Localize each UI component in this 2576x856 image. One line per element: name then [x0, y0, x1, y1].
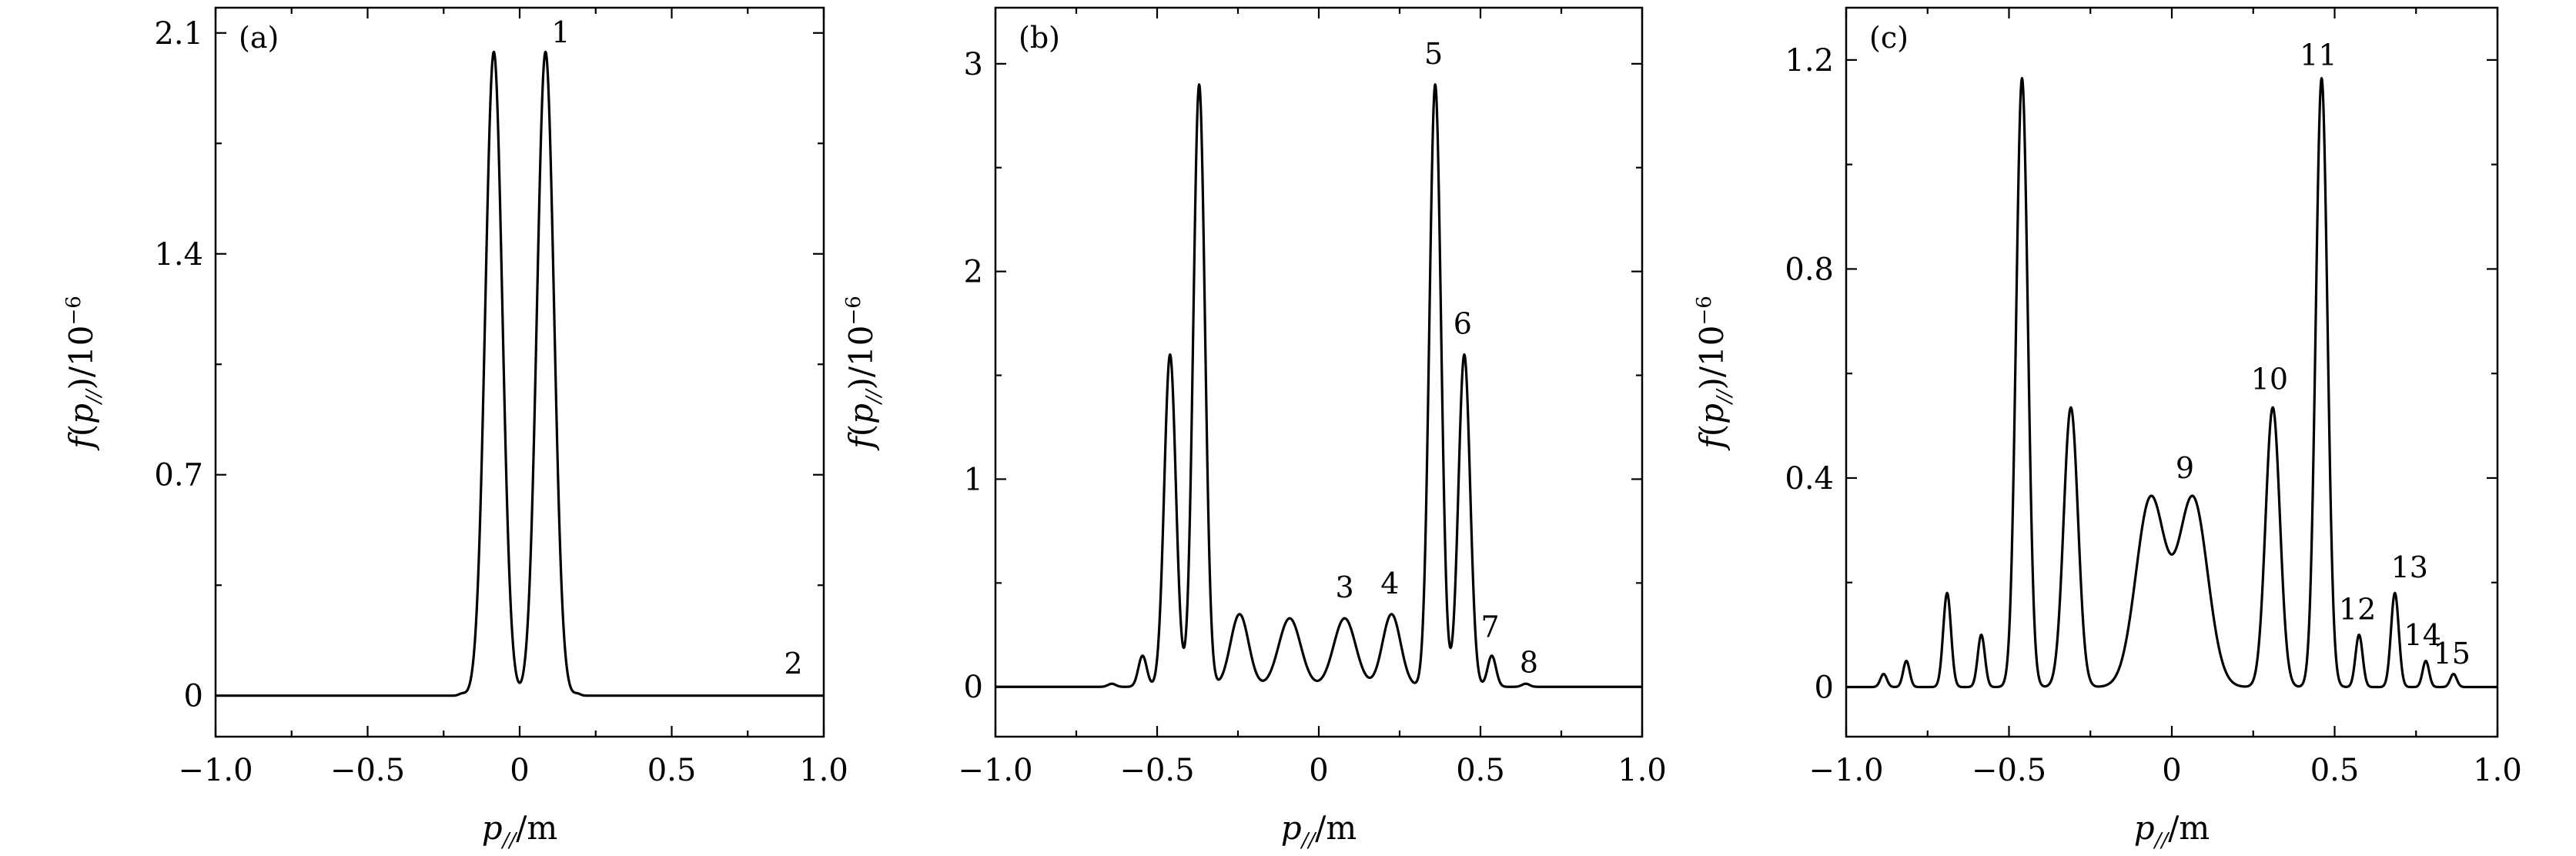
- y-tick-label: 3: [964, 47, 983, 82]
- peak-label: 15: [2434, 637, 2471, 670]
- chart-panel-c: −1.0 −0.5 0 0.5 1.0 0 0.4 0.8 1.2 (c) 9 10 11 12 13 141…: [1693, 6, 2522, 852]
- x-tick-label: 0.5: [1456, 753, 1505, 788]
- peak-label: 13: [2391, 550, 2428, 584]
- peak-label: 9: [2176, 451, 2194, 485]
- y-tick-label: 0: [1815, 670, 1834, 706]
- peak-label: 6: [1454, 307, 1472, 341]
- panel-tag: (b): [1019, 21, 1060, 55]
- panel-tag: (a): [239, 21, 279, 55]
- x-tick-label: 1.0: [1618, 753, 1667, 788]
- chart-panel-a: −1.0 −0.5 0 0.5 1.0 0 0.7 1.4 2.1 (a) 1 2 p///m f(p//…: [62, 6, 848, 852]
- data-curve: [1845, 77, 2499, 689]
- peak-label: 3: [1336, 570, 1354, 604]
- plot-frame: [994, 6, 1644, 738]
- y-tick-label: 2: [964, 255, 983, 290]
- peak-label: 8: [1520, 645, 1538, 679]
- x-tick-label: 0.5: [647, 753, 697, 788]
- peak-label: 7: [1481, 610, 1500, 644]
- y-tick-label: 0.8: [1785, 252, 1834, 287]
- x-tick-label: 0: [510, 753, 529, 788]
- y-tick-label: 0: [964, 670, 983, 705]
- y-tick-label: 1: [964, 462, 983, 497]
- x-axis-label: p///m: [1281, 809, 1357, 852]
- y-axis-label: f(p//)/10−6: [62, 296, 105, 451]
- y-tick-label: 0.7: [154, 458, 203, 493]
- peak-label: 12: [2339, 592, 2376, 626]
- y-tick-label: 1.4: [154, 237, 203, 273]
- y-tick-label: 1.2: [1785, 43, 1834, 79]
- x-tick-label: −1.0: [958, 753, 1032, 788]
- peak-label: 11: [2300, 38, 2337, 72]
- y-axis-label: f(p//)/10−6: [1693, 296, 1736, 451]
- x-tick-label: 0.5: [2310, 753, 2360, 788]
- y-axis-label: f(p//)/10−6: [842, 296, 885, 451]
- data-curve: [994, 83, 1644, 688]
- y-tick-label: 2.1: [154, 16, 203, 52]
- x-tick-label: −0.5: [1119, 753, 1194, 788]
- peak-label: 4: [1380, 567, 1399, 600]
- x-tick-label: 0: [2162, 753, 2181, 788]
- x-tick-label: −0.5: [330, 753, 405, 788]
- plot-frame: [214, 6, 825, 738]
- peak-label: 1: [551, 15, 570, 49]
- peak-label: 14: [2404, 618, 2441, 652]
- x-tick-label: 1.0: [2473, 753, 2522, 788]
- peak-label: 5: [1424, 37, 1443, 71]
- peak-label: 10: [2251, 363, 2288, 396]
- y-tick-label: 0: [184, 679, 203, 714]
- x-axis-label: p///m: [2134, 809, 2210, 852]
- y-tick-label: 0.4: [1785, 461, 1834, 497]
- panel-tag: (c): [1869, 21, 1909, 55]
- x-tick-label: −1.0: [178, 753, 253, 788]
- x-tick-label: 0: [1309, 753, 1328, 788]
- x-axis-label: p///m: [482, 809, 557, 852]
- data-curve: [214, 50, 825, 697]
- x-tick-label: 1.0: [799, 753, 848, 788]
- x-tick-label: −1.0: [1808, 753, 1883, 788]
- x-tick-label: −0.5: [1972, 753, 2046, 788]
- peak-label: 2: [784, 647, 802, 680]
